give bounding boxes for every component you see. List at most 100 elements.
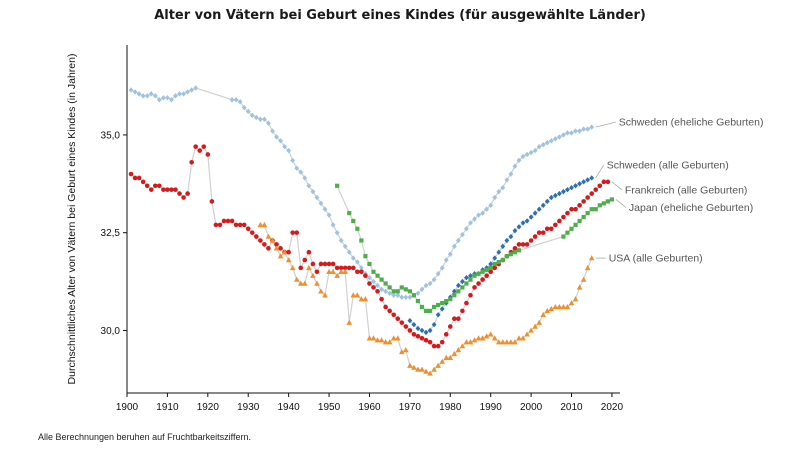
data-point-s2-108 — [565, 210, 570, 216]
data-point-s1-42 — [577, 181, 582, 187]
data-point-s0-93 — [536, 143, 542, 150]
data-point-s0-43 — [334, 229, 340, 236]
data-point-s4-4 — [273, 245, 280, 251]
series-label-2: Frankreich (alle Geburten) — [625, 184, 748, 196]
data-point-s0-102 — [573, 128, 578, 134]
data-point-s3-37 — [492, 261, 497, 267]
data-point-s0-58 — [395, 292, 401, 298]
data-point-s2-10 — [169, 187, 174, 192]
data-point-s0-79 — [480, 210, 486, 216]
data-point-s2-36 — [274, 242, 279, 247]
footnote: Alle Berechnungen beruhen auf Fruchtbark… — [38, 432, 251, 442]
data-point-s4-57 — [487, 331, 494, 337]
data-point-s4-40 — [419, 366, 425, 372]
data-point-s2-75 — [431, 343, 437, 349]
y-tick-label-1: 32,5 — [101, 228, 121, 239]
data-point-s2-104 — [549, 226, 554, 232]
data-point-s2-47 — [318, 261, 324, 267]
data-point-s3-39 — [500, 257, 505, 263]
x-tick-label-12: 2020 — [601, 402, 624, 413]
data-point-s2-84 — [468, 292, 473, 298]
data-point-s0-6 — [152, 93, 158, 99]
data-point-s4-5 — [277, 253, 284, 259]
data-point-s2-21 — [213, 222, 219, 228]
data-point-s4-16 — [322, 292, 328, 298]
x-tick-label-2: 1920 — [197, 402, 220, 413]
data-point-s4-8 — [289, 264, 296, 271]
data-point-s3-6 — [367, 261, 372, 267]
data-point-s0-18 — [233, 97, 239, 103]
data-point-s3-4 — [359, 238, 364, 243]
data-point-s3-12 — [391, 289, 396, 294]
data-point-s2-41 — [294, 230, 300, 235]
data-point-s2-25 — [229, 218, 235, 224]
data-point-s2-11 — [173, 187, 178, 192]
data-point-s0-84 — [500, 185, 506, 191]
data-point-s1-21 — [492, 255, 498, 261]
data-point-s2-44 — [306, 249, 312, 255]
data-point-s3-3 — [355, 226, 360, 231]
data-point-s3-1 — [347, 211, 352, 216]
data-point-s1-39 — [565, 186, 570, 193]
data-point-s1-33 — [540, 202, 546, 209]
data-point-s3-48 — [577, 218, 582, 224]
data-point-s0-31 — [286, 147, 292, 154]
data-point-s2-18 — [201, 144, 207, 149]
y-tick-label-0: 30,0 — [101, 326, 121, 337]
data-point-s0-45 — [342, 243, 348, 250]
data-point-s2-111 — [577, 203, 582, 208]
data-point-s4-44 — [435, 362, 441, 368]
data-point-s1-32 — [536, 206, 542, 212]
data-point-s2-55 — [350, 265, 356, 271]
axes: 1900 1910 1920 1930 1940 1950 1960 1970 1980 1990… — [66, 45, 623, 413]
data-point-s0-65 — [423, 282, 429, 289]
data-point-s1-8 — [439, 306, 445, 312]
data-point-s0-4 — [144, 93, 150, 99]
data-point-s0-16 — [193, 85, 199, 91]
data-point-s2-4 — [144, 183, 150, 189]
data-point-s2-1 — [132, 175, 138, 181]
data-point-s0-68 — [435, 271, 441, 277]
data-point-s1-38 — [561, 188, 566, 195]
data-point-s1-5 — [427, 327, 433, 334]
data-point-s2-30 — [249, 230, 255, 235]
data-point-s4-35 — [398, 348, 405, 355]
data-point-s3-28 — [456, 289, 461, 294]
data-point-s2-58 — [363, 273, 368, 278]
data-point-s0-32 — [290, 157, 296, 164]
data-point-s2-3 — [140, 179, 146, 185]
data-point-s2-27 — [237, 222, 243, 228]
data-point-s4-14 — [314, 280, 320, 286]
data-point-s2-43 — [302, 257, 308, 263]
data-point-s2-103 — [544, 226, 550, 232]
data-point-s4-3 — [269, 237, 276, 243]
data-point-s2-114 — [589, 191, 595, 196]
data-point-s1-1 — [411, 321, 417, 328]
data-point-s4-59 — [495, 339, 502, 345]
data-point-s2-105 — [553, 222, 558, 228]
data-point-s2-12 — [177, 191, 182, 196]
y-tick-label-2: 35,0 — [101, 130, 121, 141]
data-point-s2-13 — [181, 195, 186, 200]
data-point-s1-29 — [524, 218, 530, 224]
data-point-s3-13 — [395, 289, 400, 294]
data-point-s3-26 — [448, 297, 453, 302]
data-point-s0-63 — [415, 290, 421, 296]
data-point-s2-77 — [439, 339, 445, 345]
data-point-s2-56 — [355, 269, 360, 275]
series-label-leader-3 — [615, 199, 627, 208]
x-tick-label-0: 1900 — [116, 402, 139, 413]
data-point-s0-59 — [399, 294, 405, 300]
data-point-s0-29 — [278, 138, 283, 144]
data-point-s2-70 — [411, 332, 417, 337]
data-point-s2-62 — [379, 296, 384, 302]
data-point-s0-53 — [375, 282, 380, 289]
series-label-leader-1 — [595, 164, 605, 179]
data-point-s2-116 — [597, 183, 603, 189]
data-point-s0-83 — [496, 188, 502, 195]
data-point-s2-73 — [423, 337, 429, 343]
x-tick-label-7: 1970 — [399, 402, 422, 413]
data-point-s4-21 — [342, 268, 349, 274]
data-point-s2-61 — [375, 289, 380, 294]
data-point-s2-65 — [391, 312, 397, 318]
